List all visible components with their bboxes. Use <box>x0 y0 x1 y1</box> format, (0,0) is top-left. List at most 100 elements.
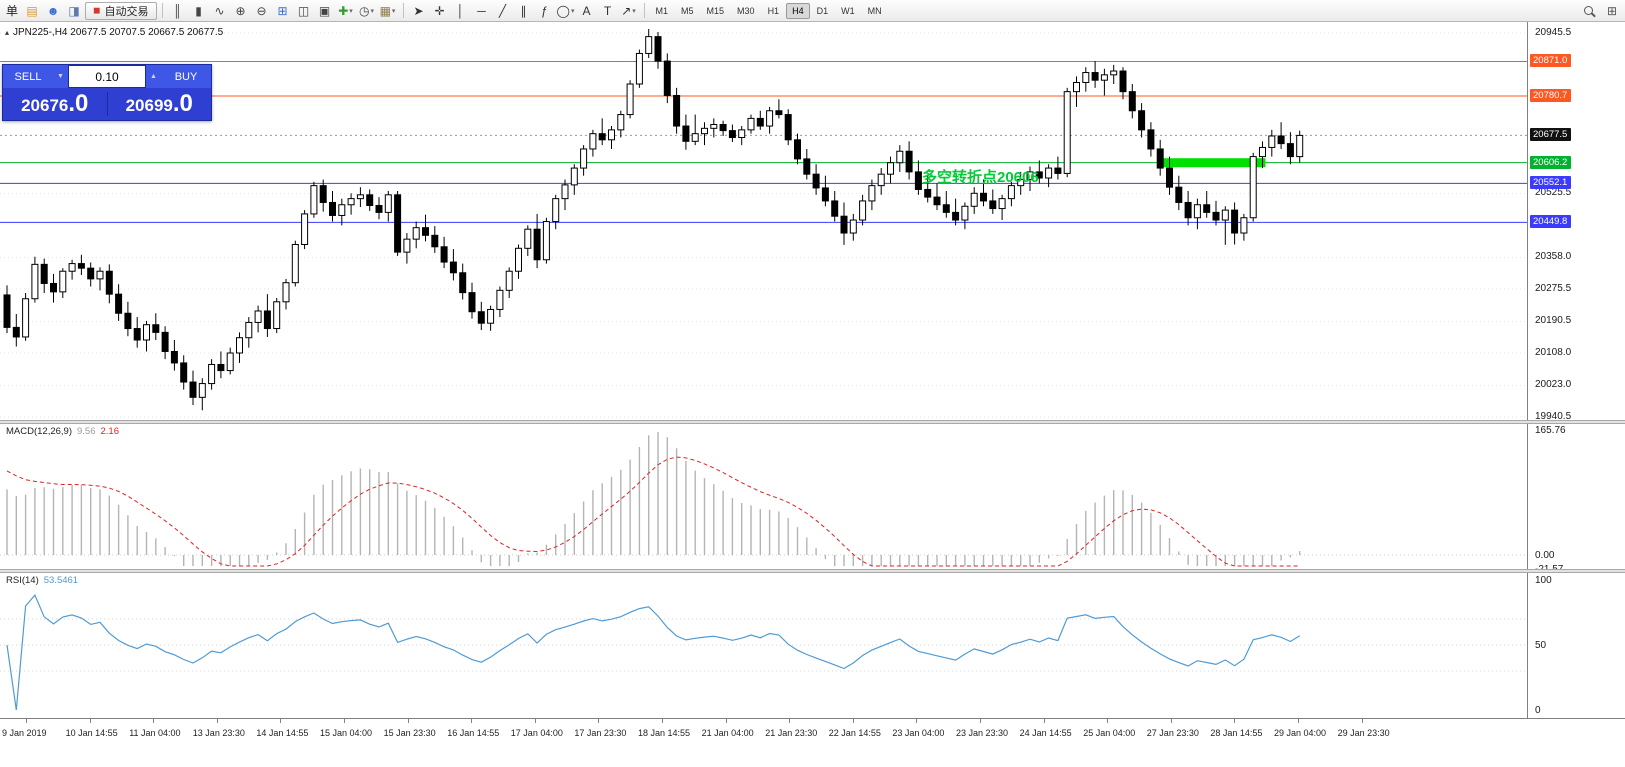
buy-button[interactable]: BUY <box>161 65 211 88</box>
timeframe-m5[interactable]: M5 <box>681 5 694 16</box>
shapes-icon[interactable]: ◯ ▾ <box>556 3 575 18</box>
price-axis-tick: 20945.5 <box>1535 27 1572 38</box>
price-axis-tick: 20023.0 <box>1535 379 1572 391</box>
price-level-badge: 20780.7 <box>1530 88 1572 102</box>
buy-price[interactable]: 20699.0 <box>125 90 193 117</box>
timeframe-m30[interactable]: M30 <box>737 5 755 16</box>
cursor-icon[interactable]: ➤ <box>413 3 424 18</box>
zoom-in-icon[interactable]: ⊕ <box>235 3 246 18</box>
price-axis-tick: 165.76 <box>1535 425 1566 436</box>
price-level-badge: 20606.2 <box>1530 155 1572 169</box>
time-axis-tick <box>216 719 218 723</box>
time-axis-label: 22 Jan 14:55 <box>828 728 881 738</box>
panel-splitter[interactable] <box>0 420 1625 424</box>
macd-chart <box>0 432 1527 567</box>
time-axis-label: 16 Jan 14:55 <box>447 728 500 738</box>
rsi-panel[interactable]: RSI(14) 53.5461 <box>0 573 1527 718</box>
time-axis-label: 27 Jan 23:30 <box>1146 728 1199 738</box>
time-axis-label: 15 Jan 23:30 <box>383 728 436 738</box>
time-axis-tick <box>1170 719 1172 723</box>
candlestick-icon[interactable]: ▮ <box>195 3 202 18</box>
trendline-icon[interactable]: ╱ <box>498 3 507 18</box>
price-axis-tick: 19940.5 <box>1535 411 1572 422</box>
price-divider <box>106 92 108 116</box>
bar-chart-icon[interactable]: ║ <box>173 3 182 18</box>
toolbar-separator <box>161 3 163 18</box>
indicators-icon[interactable]: ✚ ▾ <box>338 3 353 18</box>
time-axis-tick <box>1361 719 1363 723</box>
price-axis-tick: 20108.0 <box>1535 347 1572 358</box>
rsi-label: RSI(14) 53.5461 <box>6 575 79 586</box>
chart-title: ▴ JPN225-,H4 20677.5 20707.5 20667.5 206… <box>5 27 224 38</box>
search-icon[interactable] <box>1578 2 1598 20</box>
toolbar-separator <box>643 3 645 18</box>
timeframe-w1[interactable]: W1 <box>841 5 855 16</box>
time-axis-label: 21 Jan 23:30 <box>765 728 818 738</box>
time-axis-label: 21 Jan 04:00 <box>701 728 754 738</box>
candlestick-chart[interactable] <box>0 22 1527 420</box>
timeframe-m1[interactable]: M1 <box>655 5 669 16</box>
text-label-icon[interactable]: T <box>603 3 612 18</box>
time-axis-label: 28 Jan 14:55 <box>1210 728 1263 738</box>
horizontal-line-icon[interactable]: ─ <box>477 3 486 18</box>
sell-button[interactable]: SELL <box>3 65 53 88</box>
arrows-icon[interactable]: ↗ ▾ <box>621 3 636 18</box>
auto-trading-icon: ◼ <box>93 5 101 15</box>
time-axis-label: 10 Jan 14:55 <box>65 728 118 738</box>
rsi-chart <box>0 593 1527 711</box>
macd-panel[interactable]: MACD(12,26,9) 9.56 2.16 <box>0 424 1527 569</box>
panel-splitter[interactable] <box>0 569 1625 573</box>
chart-annotation[interactable]: 多空转折点20606 <box>922 169 1039 186</box>
market-watch-icon[interactable]: ◨ <box>68 3 80 18</box>
price-level-badge: 20552.1 <box>1530 176 1572 190</box>
time-axis-tick <box>407 719 409 723</box>
text-icon[interactable]: A <box>582 3 591 18</box>
time-axis[interactable]: 9 Jan 2019 10 Jan 14:55 11 Jan 04:00 13 Jan… <box>0 718 1625 767</box>
macd-signal-value: 2.16 <box>100 426 120 437</box>
cascade-windows-icon[interactable]: ◫ <box>297 3 310 18</box>
time-axis-label: 13 Jan 23:30 <box>192 728 245 738</box>
one-click-trading-panel: SELL ▼ ▲ BUY 20676.0 20699.0 <box>2 64 212 121</box>
auto-trading-button[interactable]: ◼ 自动交易 <box>85 1 157 20</box>
crosshair-icon[interactable]: ✛ <box>434 3 445 18</box>
time-axis-tick <box>1107 719 1109 723</box>
toolbar: 单 ▤ ☻ ◨ ◼ 自动交易 ║ ▮ ∿ ⊕ ⊖ ⊞ ◫ ▣ ✚ ▾ ◷ ▾ ▦ ▾ ➤ ✛ │ ─ ╱ ∥ ƒ ◯ ▾ A T ↗… <box>0 0 1625 22</box>
time-axis-label: 29 Jan 23:30 <box>1337 728 1390 738</box>
zoom-out-icon[interactable]: ⊖ <box>256 3 267 18</box>
time-axis-tick <box>916 719 918 723</box>
timeframe-d1[interactable]: D1 <box>816 5 829 16</box>
templates-icon[interactable]: ▦ ▾ <box>379 3 396 18</box>
timeframe-mn[interactable]: MN <box>867 5 882 16</box>
timeframe-m15[interactable]: M15 <box>706 5 725 16</box>
periods-icon[interactable]: ◷ ▾ <box>359 3 374 18</box>
time-axis-label: 23 Jan 23:30 <box>956 728 1009 738</box>
channel-icon[interactable]: ∥ <box>520 3 527 18</box>
line-chart-icon[interactable]: ∿ <box>214 3 225 18</box>
price-axis-tick: 20358.0 <box>1535 251 1572 263</box>
volume-input[interactable] <box>68 65 146 88</box>
timeframe-h4[interactable]: H4 <box>786 2 810 19</box>
time-axis-tick <box>26 719 27 723</box>
menu-label[interactable]: 单 <box>6 4 19 18</box>
vertical-line-icon[interactable]: │ <box>456 3 465 18</box>
tile-windows-icon[interactable]: ⊞ <box>277 3 288 18</box>
sell-price[interactable]: 20676.0 <box>21 90 89 117</box>
time-axis-label: 17 Jan 23:30 <box>574 728 627 738</box>
price-axis[interactable]: 20945.5 20525.5 20358.0 20275.5 20190.5 20108… <box>1527 22 1625 767</box>
timeframe-h1[interactable]: H1 <box>767 5 780 16</box>
data-window-icon[interactable]: ⊞ <box>1606 3 1618 18</box>
time-axis-tick <box>980 719 981 723</box>
fibonacci-icon[interactable]: ƒ <box>541 3 548 18</box>
arrange-windows-icon[interactable]: ▣ <box>318 3 331 18</box>
time-axis-tick <box>1298 719 1299 723</box>
time-axis-tick <box>1043 719 1045 723</box>
volume-decrease-button[interactable]: ▼ <box>53 65 68 88</box>
time-axis-tick <box>153 719 155 723</box>
new-order-icon[interactable]: ▤ <box>26 3 38 18</box>
time-axis-label: 25 Jan 04:00 <box>1083 728 1136 738</box>
profiles-icon[interactable]: ☻ <box>46 3 60 18</box>
time-axis-label: 11 Jan 04:00 <box>129 728 181 738</box>
volume-increase-button[interactable]: ▲ <box>146 65 161 88</box>
auto-trading-label: 自动交易 <box>104 5 149 18</box>
price-chart-panel[interactable]: ▴ JPN225-,H4 20677.5 20707.5 20667.5 206… <box>0 22 1527 420</box>
